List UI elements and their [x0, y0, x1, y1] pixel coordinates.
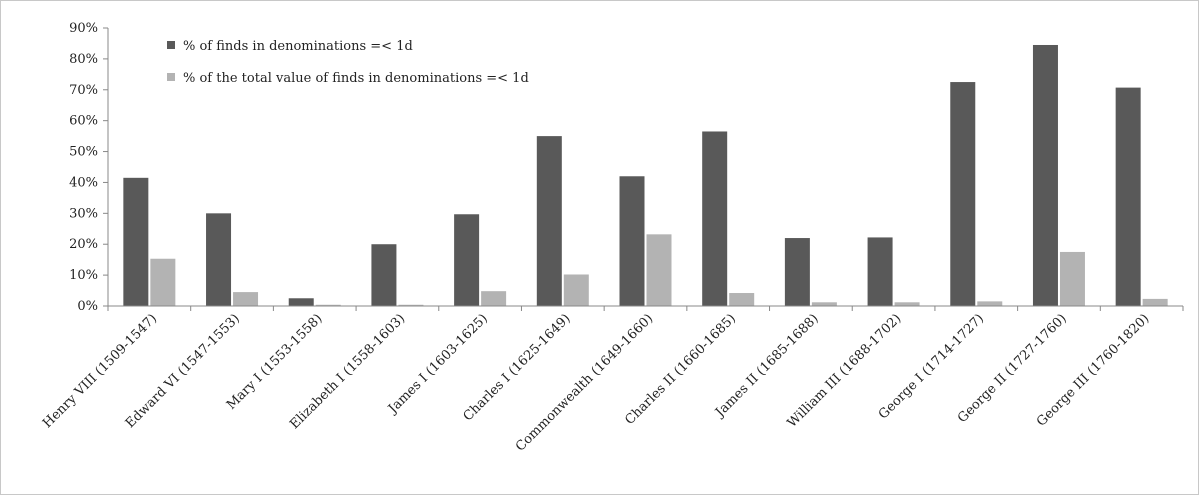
bar-series-1 — [619, 176, 645, 306]
bar-series-2 — [563, 274, 589, 306]
y-tick-label: 90% — [69, 21, 98, 36]
bar-series-2 — [811, 302, 837, 306]
bar-series-1 — [206, 213, 232, 306]
bar-series-2 — [646, 234, 672, 306]
y-tick-label: 50% — [69, 145, 98, 160]
bars — [123, 44, 1168, 306]
x-axis: Henry VIII (1509-1547)Edward VI (1547-15… — [40, 305, 1184, 455]
bar-series-1 — [288, 298, 314, 306]
y-tick-label: 70% — [69, 83, 98, 98]
x-category-label: Commonwealth (1649-1660) — [513, 311, 656, 454]
bar-series-1 — [454, 214, 480, 306]
bar-series-2 — [977, 301, 1003, 306]
bar-series-1 — [123, 177, 149, 306]
bar-series-1 — [784, 238, 810, 306]
y-tick-label: 0% — [77, 299, 98, 314]
y-tick-label: 30% — [69, 206, 98, 221]
legend-swatch-series-2 — [167, 73, 175, 81]
bar-series-2 — [1059, 251, 1085, 306]
bar-series-2 — [729, 293, 755, 306]
bar-series-2 — [315, 304, 341, 306]
y-tick-label: 60% — [69, 114, 98, 129]
bar-series-2 — [233, 292, 259, 306]
bar-series-2 — [398, 304, 424, 306]
bar-series-2 — [1142, 298, 1168, 306]
bar-series-2 — [481, 291, 507, 306]
legend-swatch-series-1 — [167, 41, 175, 49]
bar-series-1 — [1032, 44, 1058, 306]
bar-series-1 — [1115, 87, 1141, 306]
bar-series-1 — [950, 82, 976, 306]
y-tick-label: 80% — [69, 52, 98, 67]
bar-series-2 — [894, 302, 920, 306]
y-axis: 0% 10% 20% 30% 40% 50% 60% 70% 80% 90% — [69, 21, 109, 314]
bar-series-1 — [536, 136, 562, 306]
y-tick-label: 20% — [69, 237, 98, 252]
bar-series-1 — [702, 131, 728, 306]
bar-series-2 — [150, 258, 176, 306]
legend-label-series-2: % of the total value of finds in denomin… — [183, 71, 529, 86]
legend: % of finds in denominations =< 1d % of t… — [167, 39, 529, 86]
legend-label-series-1: % of finds in denominations =< 1d — [183, 39, 413, 54]
y-tick-label: 10% — [69, 268, 98, 283]
y-tick-label: 40% — [69, 175, 98, 190]
bar-series-1 — [867, 237, 893, 306]
bar-series-1 — [371, 244, 397, 306]
